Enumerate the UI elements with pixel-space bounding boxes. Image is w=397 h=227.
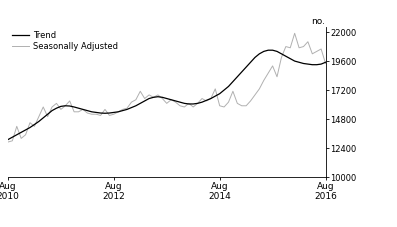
Text: no.: no. — [312, 17, 326, 26]
Legend: Trend, Seasonally Adjusted: Trend, Seasonally Adjusted — [12, 31, 118, 51]
